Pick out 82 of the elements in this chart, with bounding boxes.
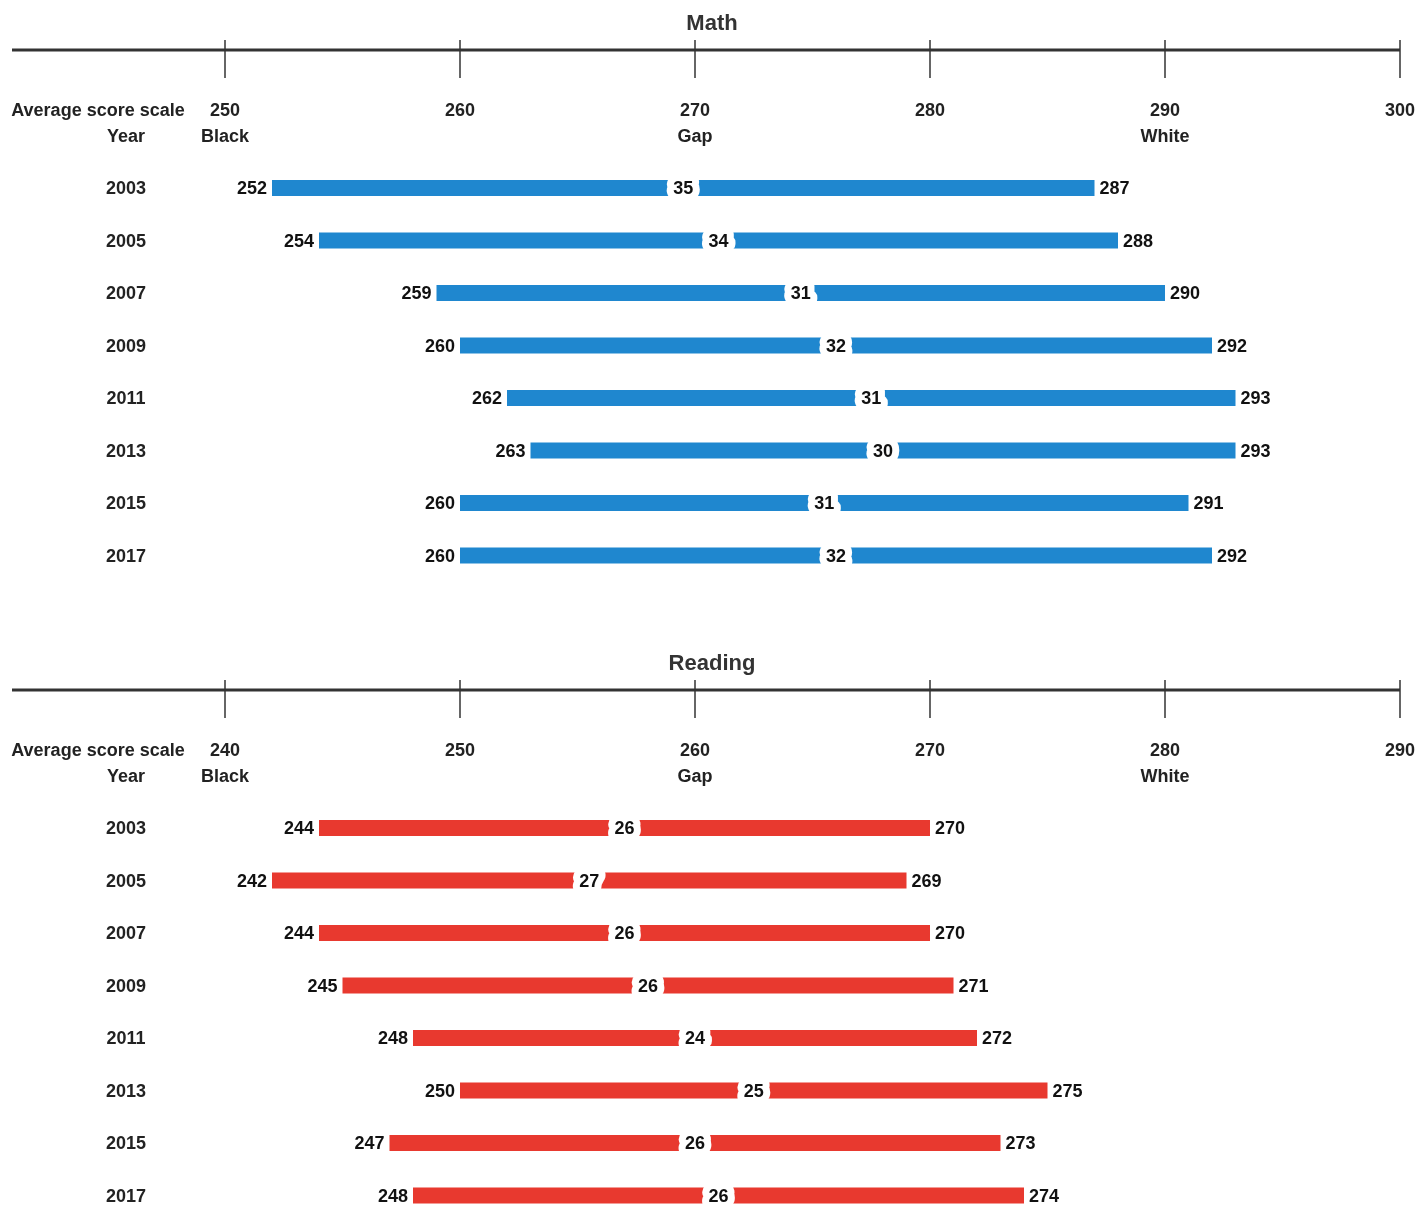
annotation: 287 [1099,178,1130,198]
bar [389,1135,1001,1151]
y-tick-label: 2005 [105,230,147,251]
bar [319,925,930,941]
y-tick-label: 2013 [105,1080,147,1101]
annotation: 254 [283,230,314,251]
annotation: 293 [1240,440,1271,461]
x-tick-label: 280 [914,100,946,120]
annotation: 250 [424,1080,455,1101]
y-tick-label: 2009 [105,335,147,356]
bar [319,232,1118,249]
annotation: 292 [1217,545,1248,566]
y-tick-label: 2011 [106,388,146,408]
annotation: 245 [307,975,338,996]
annotation: 242 [236,870,267,891]
x-tick-label: 270 [914,740,946,760]
annotation: 291 [1193,493,1224,513]
annotation: 270 [935,923,966,943]
annotation: 270 [935,818,966,838]
bar [413,1187,1024,1204]
annotation: 260 [424,335,455,356]
y-tick-label: 2015 [105,1133,147,1153]
chart-title: Reading [668,650,756,675]
annotation: 272 [982,1028,1013,1048]
annotation: 262 [471,388,502,408]
x-tick-label: 240 Black [200,740,250,786]
y-tick-label: 2003 [105,178,147,198]
chart-title: Math [686,10,738,35]
bar [272,872,907,889]
bar [460,547,1212,564]
bar [460,337,1212,354]
y-tick-label: 2007 [105,283,147,303]
x-tick-label: 260 Gap [677,740,713,786]
annotation: 288 [1123,230,1154,251]
bar [530,442,1236,459]
bar [460,1082,1048,1099]
y-tick-label: 2003 [105,818,147,838]
bar [272,180,1095,196]
annotation: 290 [1170,283,1201,303]
annotation: 260 [424,545,455,566]
x-tick-label: 250 Black [200,100,250,146]
annotation: 248 [377,1185,408,1206]
annotation: 271 [958,975,989,996]
y-tick-label: 2007 [105,923,147,943]
bar [319,820,930,836]
y-tick-label: 2013 [105,440,147,461]
bar [436,285,1165,301]
annotation: 275 [1052,1080,1083,1101]
annotation: 248 [377,1028,408,1048]
annotation: 259 [401,283,432,303]
x-tick-label: 260 [444,100,476,120]
y-axis-title: Year [106,126,146,146]
bar [460,495,1189,511]
x-axis-title: Average score scale [11,100,185,120]
y-tick-label: 2005 [105,870,147,891]
x-tick-label: 270 Gap [677,100,713,146]
x-tick-label: 280 White [1140,740,1190,786]
bar [507,390,1236,406]
annotation: 244 [283,923,314,943]
x-tick-label: 290 [1384,740,1416,760]
y-tick-label: 2017 [105,545,147,566]
x-axis-title: Average score scale [11,740,185,760]
bar [413,1030,977,1046]
y-tick-label: 2011 [106,1028,146,1048]
annotation: 260 [424,493,455,513]
bar [342,977,954,994]
y-tick-label: 2015 [105,493,147,513]
annotation: 274 [1029,1185,1060,1206]
annotation: 273 [1005,1133,1036,1153]
y-axis-title: Year [106,766,146,786]
annotation: 269 [911,870,942,891]
x-tick-label: 290 White [1140,100,1190,146]
annotation: 252 [236,178,267,198]
annotation: 263 [495,440,526,461]
annotation: 292 [1217,335,1248,356]
y-tick-label: 2017 [105,1185,147,1206]
annotation: 293 [1240,388,1271,408]
x-tick-label: 250 [444,740,476,760]
annotation: 247 [354,1133,385,1153]
annotation: 244 [283,818,314,838]
x-tick-label: 300 [1384,100,1416,120]
y-tick-label: 2009 [105,975,147,996]
